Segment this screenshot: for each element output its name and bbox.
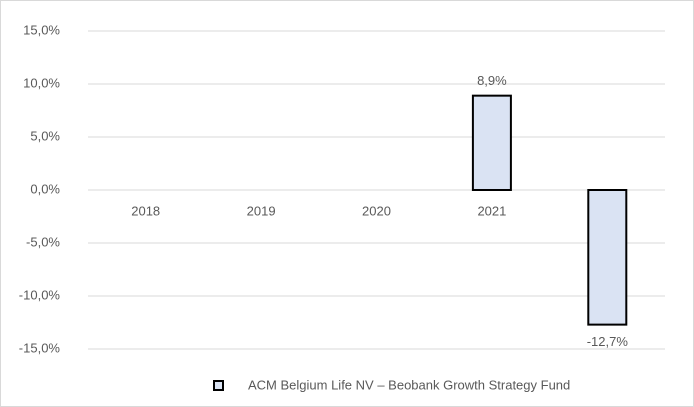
- x-tick-label: 2019: [247, 203, 276, 218]
- legend-label: ACM Belgium Life NV – Beobank Growth Str…: [248, 377, 570, 392]
- bar: [471, 94, 512, 191]
- y-tick-label: -10,0%: [19, 287, 61, 302]
- y-tick-label: -5,0%: [26, 234, 60, 249]
- y-tick-label: 15,0%: [23, 22, 60, 37]
- y-tick-label: 5,0%: [30, 128, 60, 143]
- x-tick-label: 2021: [477, 203, 506, 218]
- x-tick-label: 2020: [362, 203, 391, 218]
- y-tick-label: 0,0%: [30, 181, 60, 196]
- x-tick-label: 2018: [131, 203, 160, 218]
- y-tick-label: -15,0%: [19, 340, 61, 355]
- data-label: 8,9%: [477, 73, 507, 88]
- data-label: -12,7%: [587, 334, 629, 349]
- y-tick-label: 10,0%: [23, 75, 60, 90]
- bar: [587, 189, 628, 326]
- legend-swatch: [213, 380, 224, 391]
